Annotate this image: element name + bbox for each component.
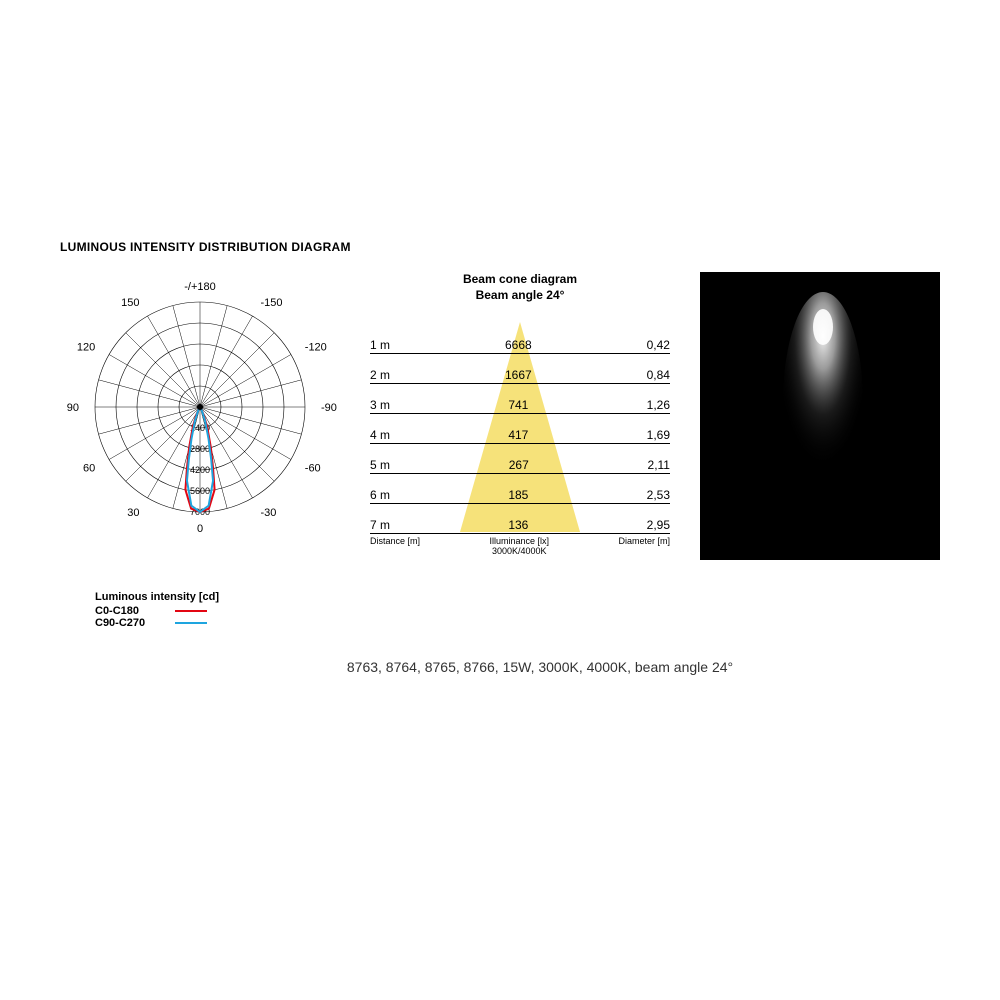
cone-dist: 6 m (370, 488, 390, 502)
cone-lux: 1667 (505, 368, 532, 382)
svg-text:4200: 4200 (190, 465, 210, 475)
cone-dist: 5 m (370, 458, 390, 472)
cone-lux: 6668 (505, 338, 532, 352)
svg-text:60: 60 (83, 463, 95, 475)
cone-lux: 185 (508, 488, 528, 502)
cone-dia: 2,53 (647, 488, 670, 502)
cone-title: Beam cone diagram (370, 272, 670, 286)
cone-lux: 741 (508, 398, 528, 412)
svg-text:150: 150 (121, 297, 139, 309)
cone-lux: 136 (508, 518, 528, 532)
axis-right: Diameter [m] (618, 536, 670, 556)
cone-axis-labels: Distance [m] Illuminance [lx] 3000K/4000… (370, 536, 670, 556)
beam-cone-diagram: Beam cone diagram Beam angle 24° 1 m 6668… (370, 272, 670, 556)
cone-row: 6 m 185 2,53 (370, 488, 670, 504)
cone-subtitle: Beam angle 24° (370, 288, 670, 302)
axis-mid: Illuminance [lx] 3000K/4000K (489, 536, 549, 556)
cone-dia: 2,11 (648, 458, 670, 472)
cone-dia: 0,42 (647, 338, 670, 352)
svg-text:-120: -120 (305, 342, 327, 354)
legend-title: Luminous intensity [cd] (95, 591, 340, 603)
legend-row: C90-C270 (95, 617, 340, 629)
svg-text:-150: -150 (261, 297, 283, 309)
svg-text:5600: 5600 (190, 486, 210, 496)
cone-dist: 3 m (370, 398, 390, 412)
cone-dia: 2,95 (647, 518, 670, 532)
panels: -/+180-150-120-90-60-3003060901201501400… (60, 272, 940, 629)
axis-left: Distance [m] (370, 536, 420, 556)
svg-text:-/+180: -/+180 (184, 281, 216, 293)
svg-text:90: 90 (67, 402, 79, 414)
svg-text:120: 120 (77, 342, 95, 354)
legend: Luminous intensity [cd] C0-C180C90-C270 (95, 591, 340, 629)
cone-dist: 7 m (370, 518, 390, 532)
cone-dist: 2 m (370, 368, 390, 382)
cone-row: 1 m 6668 0,42 (370, 338, 670, 354)
svg-text:-60: -60 (305, 463, 321, 475)
cone-row: 7 m 136 2,95 (370, 518, 670, 534)
cone-dia: 1,69 (647, 428, 670, 442)
caption: 8763, 8764, 8765, 8766, 15W, 3000K, 4000… (140, 659, 940, 675)
cone-row: 2 m 1667 0,84 (370, 368, 670, 384)
legend-row: C0-C180 (95, 605, 340, 617)
cone-lux: 267 (509, 458, 529, 472)
svg-text:0: 0 (197, 523, 203, 535)
polar-diagram: -/+180-150-120-90-60-3003060901201501400… (60, 272, 340, 629)
polar-svg: -/+180-150-120-90-60-3003060901201501400… (60, 272, 340, 572)
svg-text:-90: -90 (321, 402, 337, 414)
cone-dia: 1,26 (647, 398, 670, 412)
svg-text:-30: -30 (261, 507, 277, 519)
cone-row: 4 m 417 1,69 (370, 428, 670, 444)
svg-text:30: 30 (127, 507, 139, 519)
beam-photo (700, 272, 940, 560)
diagram-title: LUMINOUS INTENSITY DISTRIBUTION DIAGRAM (60, 240, 940, 254)
cone-row: 5 m 267 2,11 (370, 458, 670, 474)
cone-row: 3 m 741 1,26 (370, 398, 670, 414)
cone-lux: 417 (508, 428, 528, 442)
cone-dist: 1 m (370, 338, 390, 352)
cone-dist: 4 m (370, 428, 390, 442)
svg-text:2800: 2800 (190, 444, 210, 454)
beam-photo-svg (700, 272, 940, 560)
cone-dia: 0,84 (647, 368, 670, 382)
